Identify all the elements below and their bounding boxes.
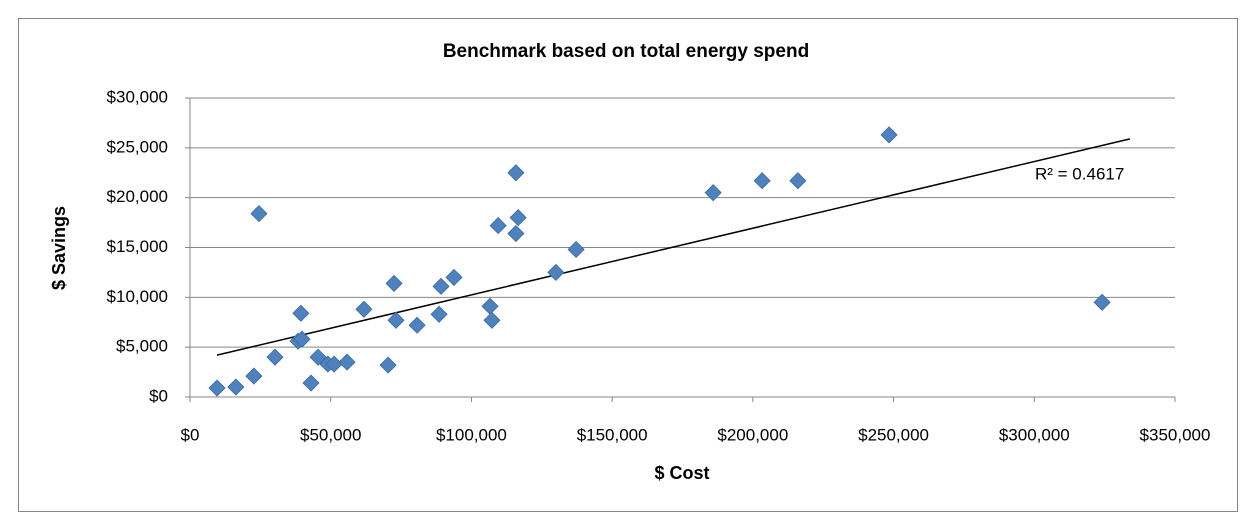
- data-point: [385, 274, 403, 292]
- y-tick-label: $30,000: [107, 87, 168, 106]
- y-tick-label: $20,000: [107, 187, 168, 206]
- x-tick-label: $100,000: [436, 425, 507, 444]
- data-point: [507, 164, 525, 182]
- data-point: [250, 205, 268, 223]
- data-point: [1093, 293, 1111, 311]
- r-squared-label: R² = 0.4617: [1035, 164, 1124, 183]
- data-point: [245, 367, 263, 385]
- x-axis-title: $ Cost: [654, 463, 709, 483]
- x-tick-label: $50,000: [300, 425, 361, 444]
- data-point: [302, 374, 320, 392]
- data-point: [379, 356, 397, 374]
- chart-title: Benchmark based on total energy spend: [443, 41, 809, 62]
- x-tick-label: $250,000: [858, 425, 929, 444]
- data-point: [432, 277, 450, 295]
- chart-border: [18, 18, 1238, 512]
- data-point: [208, 379, 226, 397]
- data-point: [567, 240, 585, 259]
- data-point: [227, 378, 245, 396]
- data-point: [880, 126, 898, 144]
- x-tick-label: $0: [181, 425, 200, 444]
- y-tick-label: $15,000: [107, 237, 168, 256]
- data-point: [355, 300, 373, 318]
- data-point: [292, 304, 310, 322]
- data-point: [507, 224, 525, 243]
- data-point: [489, 217, 507, 235]
- x-tick-label: $200,000: [717, 425, 788, 444]
- data-point: [509, 209, 527, 227]
- x-tick-label: $350,000: [1140, 425, 1211, 444]
- y-tick-label: $5,000: [116, 337, 168, 356]
- y-tick-label: $25,000: [107, 137, 168, 156]
- x-tick-label: $300,000: [999, 425, 1070, 444]
- data-point: [445, 268, 463, 286]
- data-point: [309, 348, 327, 366]
- data-point: [387, 311, 405, 329]
- data-point: [430, 305, 448, 323]
- data-point: [789, 172, 807, 190]
- data-point: [483, 311, 501, 329]
- data-point: [408, 316, 426, 334]
- data-point: [547, 263, 565, 281]
- y-tick-label: $0: [149, 386, 168, 405]
- data-point: [704, 184, 722, 202]
- data-point: [338, 353, 356, 371]
- trendline: [216, 138, 1131, 356]
- data-point: [293, 330, 311, 348]
- y-axis-title: $ Savings: [49, 206, 69, 290]
- x-tick-label: $150,000: [577, 425, 648, 444]
- y-tick-label: $10,000: [107, 287, 168, 306]
- data-point: [753, 172, 771, 190]
- data-point: [266, 348, 284, 366]
